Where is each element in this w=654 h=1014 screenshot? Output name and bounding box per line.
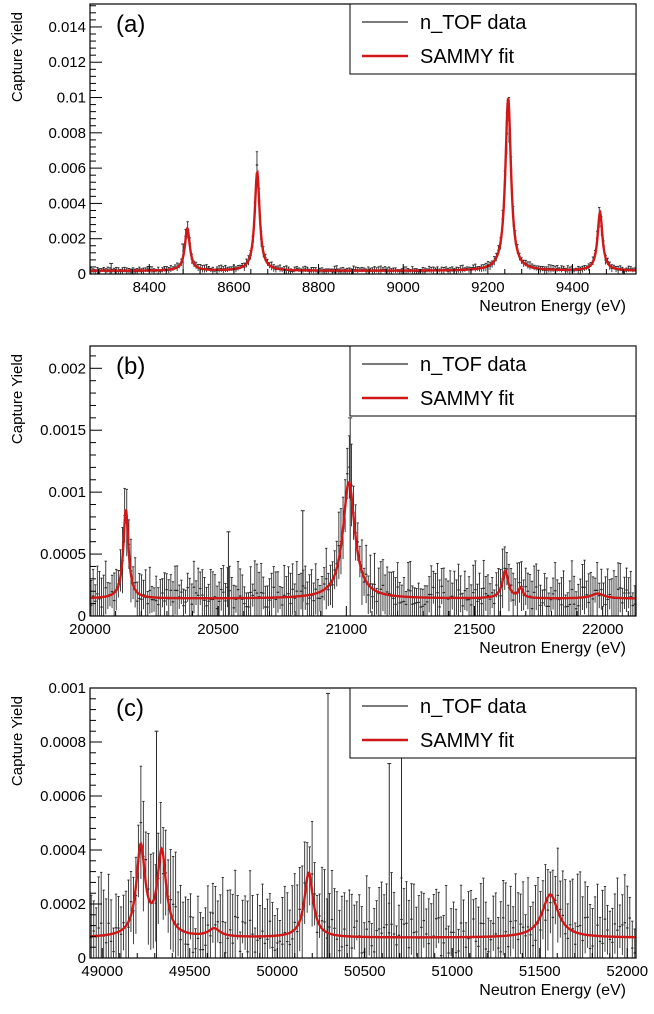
chart-panel-1: 8400 8600 8800 9000 9200 9400 0 0.002 0.004 0.006… <box>9 3 637 315</box>
x-tick-label: 9400 <box>556 279 589 296</box>
legend: n_TOF data SAMMY fit <box>349 687 637 759</box>
y-tick-label: 0.0015 <box>40 422 86 439</box>
legend-entry-label: n_TOF data <box>420 12 527 34</box>
y-tick-label: 0.0008 <box>40 734 86 751</box>
x-axis-label: Neutron Energy (eV) <box>479 640 626 657</box>
y-tick-label: 0.002 <box>48 231 86 248</box>
data-series-ntof <box>90 417 636 616</box>
panel-label: (b) <box>116 353 145 380</box>
legend-entry-label: n_TOF data <box>420 696 527 718</box>
x-tick-label: 8600 <box>217 279 250 296</box>
y-tick-label: 0 <box>78 950 86 967</box>
y-tick-label: 0.002 <box>48 360 86 377</box>
y-tick-label: 0.0006 <box>40 788 86 805</box>
y-tick-label: 0.0004 <box>40 842 86 859</box>
legend: n_TOF data SAMMY fit <box>349 345 637 417</box>
y-tick-label: 0.006 <box>48 160 86 177</box>
x-tick-label: 49500 <box>169 963 211 980</box>
legend-box <box>349 345 637 417</box>
x-axis-label: Neutron Energy (eV) <box>479 298 626 315</box>
x-tick-label: 21000 <box>325 621 367 638</box>
panel-label: (c) <box>116 695 144 722</box>
legend-entry-label: SAMMY fit <box>420 730 515 752</box>
y-tick-label: 0.0005 <box>40 546 86 563</box>
y-tick-label: 0.01 <box>57 90 86 107</box>
chart-panel-2: 20000 20500 21000 21500 22000 0 0.0005 0.001 0.0… <box>9 345 637 657</box>
y-tick-label: 0.008 <box>48 125 86 142</box>
y-tick-label: 0.001 <box>48 484 86 501</box>
x-tick-label: 9200 <box>471 279 504 296</box>
legend-entry-label: SAMMY fit <box>420 46 515 68</box>
y-tick-label: 0.001 <box>48 680 86 697</box>
y-tick-label: 0.004 <box>48 195 86 212</box>
x-tick-label: 8800 <box>302 279 335 296</box>
x-tick-label: 50000 <box>256 963 298 980</box>
y-tick-label: 0 <box>78 608 86 625</box>
legend-box <box>349 687 637 759</box>
y-tick-label: 0 <box>78 266 86 283</box>
x-tick-label: 9000 <box>387 279 420 296</box>
x-axis-label: Neutron Energy (eV) <box>479 982 626 999</box>
x-tick-label: 52000 <box>606 963 648 980</box>
fit-curve-sammy <box>90 97 636 272</box>
panel-label: (a) <box>116 11 145 38</box>
x-tick-label: 20500 <box>197 621 239 638</box>
y-tick-label: 0.014 <box>48 19 86 36</box>
y-tick-label: 0.0002 <box>40 896 86 913</box>
fit-curve-sammy <box>90 841 636 939</box>
x-tick-label: 50500 <box>344 963 386 980</box>
legend-box <box>349 3 637 75</box>
y-axis-label: Capture Yield <box>9 696 26 786</box>
legend-entry-label: SAMMY fit <box>420 388 515 410</box>
y-axis-label: Capture Yield <box>9 354 26 444</box>
x-tick-label: 21500 <box>454 621 496 638</box>
x-tick-label: 8400 <box>133 279 166 296</box>
x-tick-label: 51500 <box>519 963 561 980</box>
y-tick-label: 0.012 <box>48 54 86 71</box>
y-axis-label: Capture Yield <box>9 12 26 102</box>
x-tick-label: 20000 <box>69 621 111 638</box>
data-series-ntof <box>90 97 636 274</box>
legend-entry-label: n_TOF data <box>420 354 527 376</box>
fit-curve-sammy <box>90 480 636 600</box>
chart-panel-3: 49000 49500 50000 50500 51000 51500 52000 0 0.00… <box>9 680 648 999</box>
x-tick-label: 49000 <box>81 963 123 980</box>
x-tick-label: 22000 <box>582 621 624 638</box>
legend: n_TOF data SAMMY fit <box>349 3 637 75</box>
x-tick-label: 51000 <box>431 963 473 980</box>
